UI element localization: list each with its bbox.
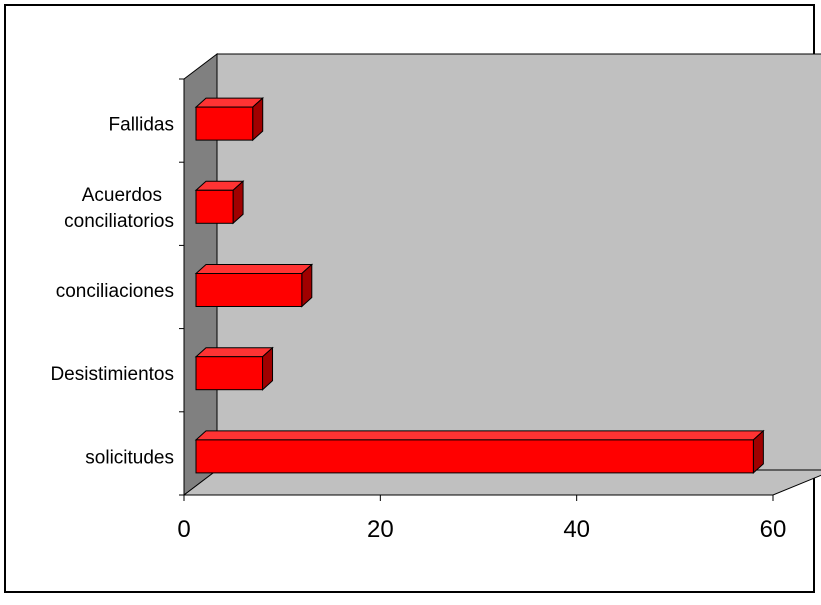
category-label-4: Acuerdos conciliatorios xyxy=(64,185,174,232)
x-tick-label-60: 60 xyxy=(760,516,787,543)
x-tick-label-0: 0 xyxy=(177,516,190,543)
x-tick-label-20: 20 xyxy=(367,516,394,543)
chart-frame: solicitudes Desistimientos conciliaciones A… xyxy=(4,4,821,593)
bar-5 xyxy=(194,96,265,142)
chart-axes xyxy=(179,78,774,501)
bar-2 xyxy=(194,346,274,391)
x-tick-label-40: 40 xyxy=(563,516,590,543)
chart-bars xyxy=(194,96,765,475)
category-label-5: Fallidas xyxy=(109,115,174,136)
bar-top-2 xyxy=(194,347,274,358)
bar-front-1 xyxy=(195,439,754,474)
bar-4 xyxy=(194,180,245,225)
category-label-1: solicitudes xyxy=(85,447,174,468)
bar-chart: solicitudes Desistimientos conciliaciones A… xyxy=(50,52,821,543)
bar-3 xyxy=(194,263,314,308)
bar-top-1 xyxy=(194,430,765,441)
bar-top-3 xyxy=(194,264,314,274)
category-label-3: conciliaciones xyxy=(56,281,174,302)
bar-1 xyxy=(194,429,765,475)
back-wall xyxy=(216,53,821,471)
floor xyxy=(182,469,821,496)
bar-front-4 xyxy=(195,189,234,224)
chart-labels: solicitudes Desistimientos conciliaciones A… xyxy=(50,115,786,543)
bar-front-2 xyxy=(195,356,264,391)
bar-front-3 xyxy=(195,273,303,307)
chart-walls xyxy=(182,52,821,497)
category-label-2: Desistimientos xyxy=(50,364,174,385)
bar-front-5 xyxy=(195,106,254,141)
bar-top-5 xyxy=(194,97,265,108)
